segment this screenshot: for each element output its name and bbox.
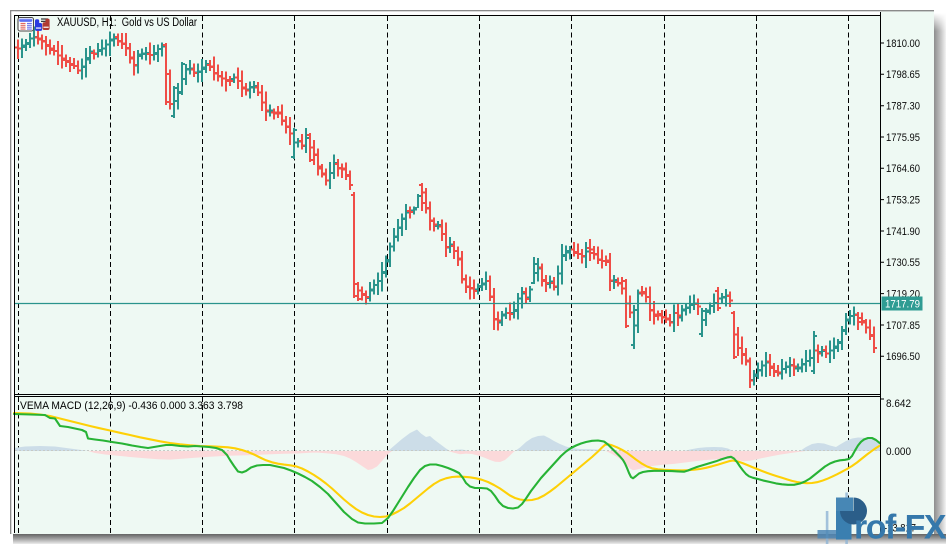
svg-text:rof-FX: rof-FX <box>854 509 946 544</box>
svg-text:1764.60: 1764.60 <box>886 163 920 175</box>
svg-text:0.000: 0.000 <box>886 446 911 458</box>
svg-text:1787.30: 1787.30 <box>886 101 920 113</box>
svg-text:1775.95: 1775.95 <box>886 132 920 144</box>
svg-text:1798.65: 1798.65 <box>886 69 920 81</box>
svg-text:1753.25: 1753.25 <box>886 194 920 206</box>
svg-text:1696.50: 1696.50 <box>886 351 920 363</box>
svg-text:XAUUSD, H1: Gold vs US Dollar: XAUUSD, H1: Gold vs US Dollar <box>57 17 197 29</box>
svg-text:1707.85: 1707.85 <box>886 320 920 332</box>
svg-text:VEMA MACD (12,26,9) -0.436 0.0: VEMA MACD (12,26,9) -0.436 0.000 3.363 3… <box>20 400 243 412</box>
svg-text:1741.90: 1741.90 <box>886 226 920 238</box>
svg-text:1730.55: 1730.55 <box>886 257 920 269</box>
svg-text:-13.817: -13.817 <box>884 523 916 535</box>
svg-text:1810.00: 1810.00 <box>886 38 920 50</box>
svg-text:1717.79: 1717.79 <box>885 299 920 311</box>
svg-text:8.642: 8.642 <box>886 398 911 410</box>
